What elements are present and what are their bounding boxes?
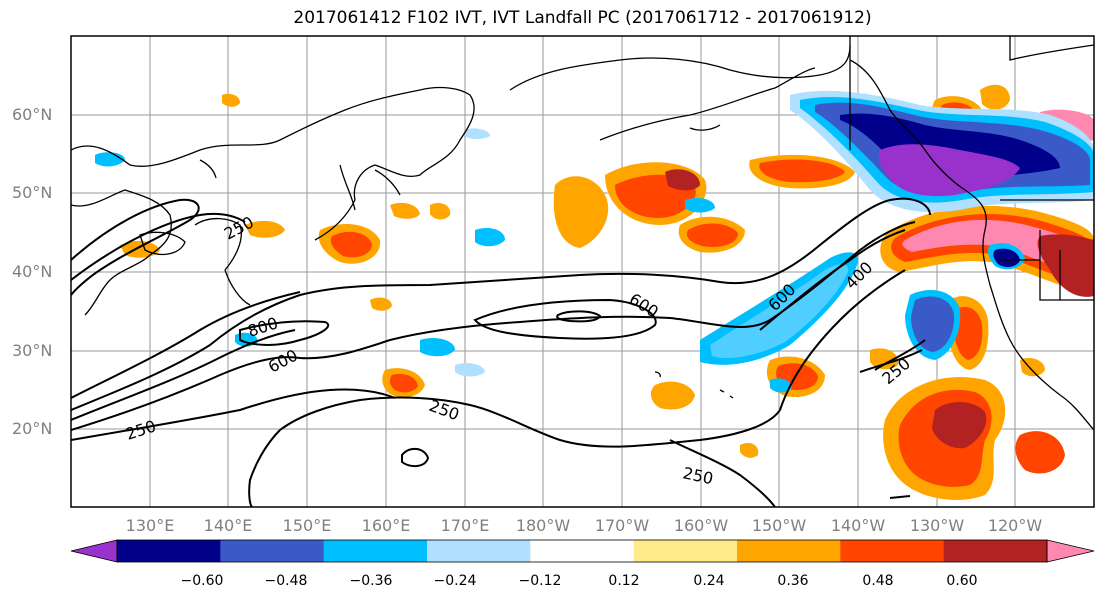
lat-label: 50°N xyxy=(12,183,52,202)
colorbar-tick: −0.48 xyxy=(265,573,308,589)
colorbar-segment xyxy=(530,540,635,562)
colorbar-tick: −0.24 xyxy=(434,573,477,589)
coastlines xyxy=(71,36,1094,431)
lon-label: 120°W xyxy=(988,516,1043,535)
colorbar-tick: 0.24 xyxy=(693,573,724,589)
map-title: 2017061412 F102 IVT, IVT Landfall PC (20… xyxy=(293,8,872,28)
colorbar-tick: 0.36 xyxy=(777,573,808,589)
colorbar xyxy=(70,539,1095,563)
negative-anomaly-shading xyxy=(95,90,1094,393)
lon-label: 140°E xyxy=(204,516,253,535)
ivt-contours xyxy=(71,197,931,507)
colorbar-segment xyxy=(737,540,841,562)
colorbar-tick: −0.12 xyxy=(519,573,562,589)
colorbar-frame xyxy=(116,539,1048,563)
map-border xyxy=(70,35,1095,508)
lon-label: 140°W xyxy=(831,516,886,535)
lon-label: 180°W xyxy=(516,516,571,535)
colorbar-tick: 0.48 xyxy=(862,573,893,589)
colorbar-arrow-right xyxy=(1046,539,1095,563)
colorbar-tick: 0.60 xyxy=(946,573,977,589)
colorbar-tick: −0.36 xyxy=(350,573,393,589)
lat-label: 20°N xyxy=(12,419,52,438)
lon-label: 160°E xyxy=(362,516,411,535)
lon-label: 170°W xyxy=(595,516,650,535)
lat-label: 30°N xyxy=(12,341,52,360)
colorbar-arrow-left xyxy=(70,539,118,563)
colorbar-tick: −0.60 xyxy=(181,573,224,589)
colorbar-segment xyxy=(323,540,428,562)
colorbar-tick-labels: −0.60 −0.48 −0.36 −0.24 −0.12 0.12 0.24 … xyxy=(181,573,978,589)
colorbar-segment xyxy=(427,540,531,562)
lon-label: 160°W xyxy=(674,516,729,535)
latitude-labels: 60°N 50°N 40°N 30°N 20°N xyxy=(12,105,52,438)
lon-label: 150°E xyxy=(283,516,332,535)
lat-label: 60°N xyxy=(12,105,52,124)
lon-label: 130°E xyxy=(126,516,175,535)
lat-label: 40°N xyxy=(12,262,52,281)
lon-label: 150°W xyxy=(752,516,807,535)
lon-label: 130°W xyxy=(910,516,965,535)
lon-label: 170°E xyxy=(441,516,490,535)
colorbar-segment xyxy=(117,540,221,562)
longitude-labels: 130°E 140°E 150°E 160°E 170°E 180°W 170°… xyxy=(126,516,1043,535)
colorbar-segment xyxy=(633,540,738,562)
colorbar-tick: 0.12 xyxy=(608,573,639,589)
colorbar-segment xyxy=(840,540,945,562)
colorbar-segment xyxy=(943,540,1048,562)
colorbar-segment xyxy=(220,540,325,562)
